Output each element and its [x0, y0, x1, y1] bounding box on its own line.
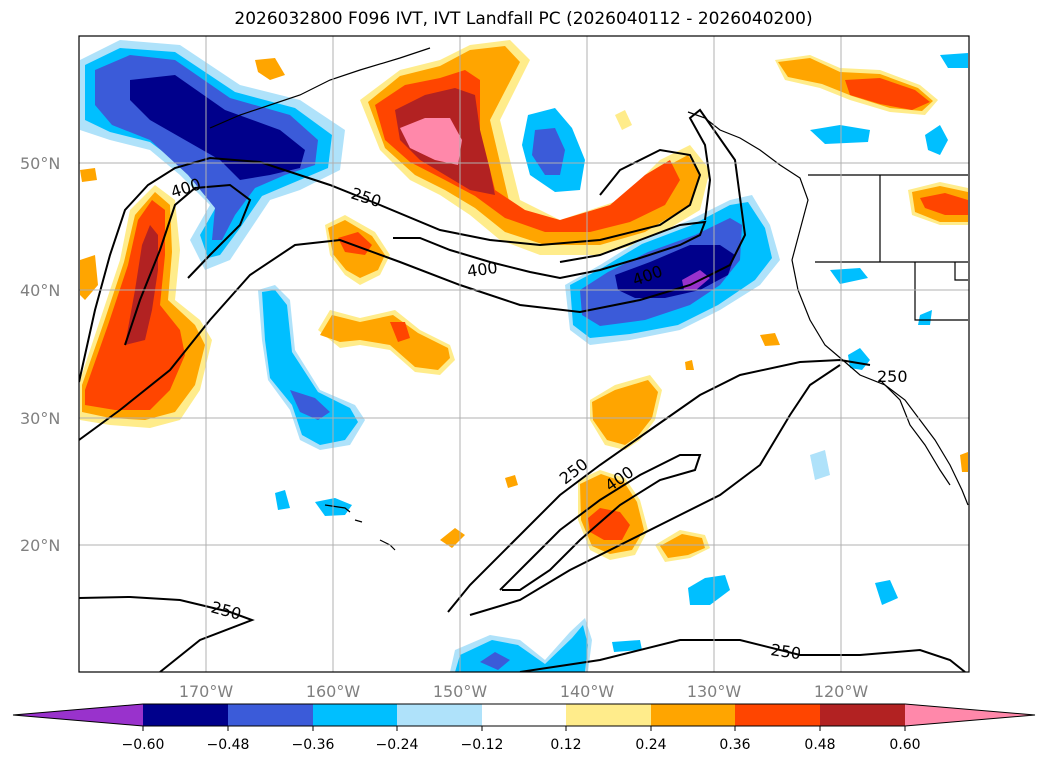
latitude-labels: 50°N 40°N 30°N 20°N: [20, 154, 60, 555]
map-title: 2026032800 F096 IVT, IVT Landfall PC (20…: [234, 9, 813, 29]
lon-label: 170°W: [179, 682, 234, 701]
ivt-contour-250: [469, 364, 841, 616]
negative-anomaly-region: [615, 245, 735, 298]
colorbar: −0.60 −0.48 −0.36 −0.24 −0.12 0.12 0.24 …: [12, 703, 1036, 753]
colorbar-segment: [482, 704, 566, 726]
negative-anomaly-region: [918, 310, 932, 325]
contour-label: 250: [877, 367, 908, 386]
contour-label: 400: [168, 174, 203, 202]
colorbar-segment: [313, 704, 397, 726]
lon-label: 150°W: [433, 682, 488, 701]
colorbar-tick-label: −0.24: [376, 737, 419, 753]
ivt-contour-250: [447, 358, 871, 613]
baja-coastline: [879, 379, 951, 486]
colorbar-segment: [735, 704, 820, 726]
ivt-contour-400: [124, 183, 252, 346]
colorbar-segment: [143, 704, 228, 726]
colorbar-tick-label: 0.24: [635, 737, 666, 753]
colorbar-tick-label: 0.60: [889, 737, 920, 753]
negative-anomaly-region: [262, 290, 358, 445]
colorbar-segment: [820, 704, 905, 726]
positive-anomaly-region: [320, 315, 450, 370]
negative-anomaly-region: [612, 640, 642, 652]
ivt-contour-250: [79, 148, 702, 383]
lon-label: 140°W: [560, 682, 615, 701]
north-america-coastline: [687, 111, 969, 506]
lat-label: 20°N: [20, 536, 60, 555]
ivt-contour-400: [499, 454, 702, 591]
colorbar-tick-label: 0.36: [719, 737, 750, 753]
colorbar-segment: [228, 704, 313, 726]
colorbar-tick-label: 0.48: [804, 737, 835, 753]
contour-label: 250: [209, 598, 243, 624]
negative-anomaly-region: [275, 490, 290, 510]
positive-anomaly-region: [660, 534, 705, 558]
positive-anomaly-region: [390, 322, 410, 342]
map-frame: [78, 35, 970, 673]
colorbar-segment: [651, 704, 735, 726]
positive-anomaly-region: [400, 118, 462, 165]
graticule: [79, 36, 969, 672]
colorbar-tick-label: −0.12: [461, 737, 504, 753]
colorbar-tick-label: −0.48: [207, 737, 250, 753]
negative-anomaly-region: [810, 450, 830, 480]
positive-anomaly-region: [255, 58, 285, 80]
positive-anomaly-region: [125, 225, 158, 345]
negative-anomaly-region: [925, 125, 948, 155]
colorbar-segment: [566, 704, 651, 726]
colorbar-segment: [397, 704, 482, 726]
colorbar-tick-label: 0.12: [550, 737, 581, 753]
ivt-contour-250: [519, 639, 966, 672]
negative-anomaly-region: [810, 125, 870, 144]
positive-anomaly-region: [760, 333, 780, 346]
longitude-labels: 170°W 160°W 150°W 140°W 130°W 120°W: [179, 682, 869, 701]
lat-label: 40°N: [20, 281, 60, 300]
positive-anomaly-region: [845, 78, 930, 110]
positive-anomaly-region: [505, 475, 518, 488]
positive-anomaly-region: [685, 360, 694, 370]
ivt-contour-250: [79, 595, 255, 672]
ivt-contour-lines: [79, 108, 966, 672]
positive-anomaly-region: [440, 528, 465, 548]
positive-anomaly-region: [588, 508, 630, 540]
contour-label: 250: [349, 184, 384, 212]
ivt-contour-400: [393, 220, 707, 280]
positive-anomaly-region: [960, 452, 968, 472]
negative-anomaly-region: [290, 390, 330, 420]
contour-label: 400: [466, 258, 499, 281]
coastlines: [209, 47, 969, 551]
positive-anomaly-region: [920, 193, 968, 215]
negative-anomaly-region: [130, 75, 305, 180]
positive-anomaly-region: [615, 110, 632, 130]
positive-anomaly-region: [80, 168, 97, 182]
negative-anomaly-region: [875, 580, 898, 605]
pc-filled-regions: [80, 40, 968, 672]
negative-anomaly-region: [940, 53, 968, 68]
lon-label: 130°W: [687, 682, 742, 701]
colorbar-extend-low: [13, 704, 143, 726]
colorbar-extend-high: [905, 704, 1035, 726]
positive-anomaly-region: [592, 380, 658, 445]
lat-label: 50°N: [20, 154, 60, 173]
lon-label: 120°W: [814, 682, 869, 701]
lat-label: 30°N: [20, 409, 60, 428]
colorbar-tick-label: −0.36: [292, 737, 335, 753]
lon-label: 160°W: [306, 682, 361, 701]
contour-label: 250: [769, 640, 802, 663]
positive-anomaly-region: [80, 255, 98, 300]
negative-anomaly-region: [688, 575, 730, 605]
negative-anomaly-region: [480, 652, 510, 670]
state-borders: [815, 175, 968, 321]
alaska-coastline: [209, 47, 431, 129]
colorbar-tick-label: −0.60: [122, 737, 165, 753]
ivt-contour-250: [79, 108, 747, 441]
negative-anomaly-region: [830, 268, 868, 284]
